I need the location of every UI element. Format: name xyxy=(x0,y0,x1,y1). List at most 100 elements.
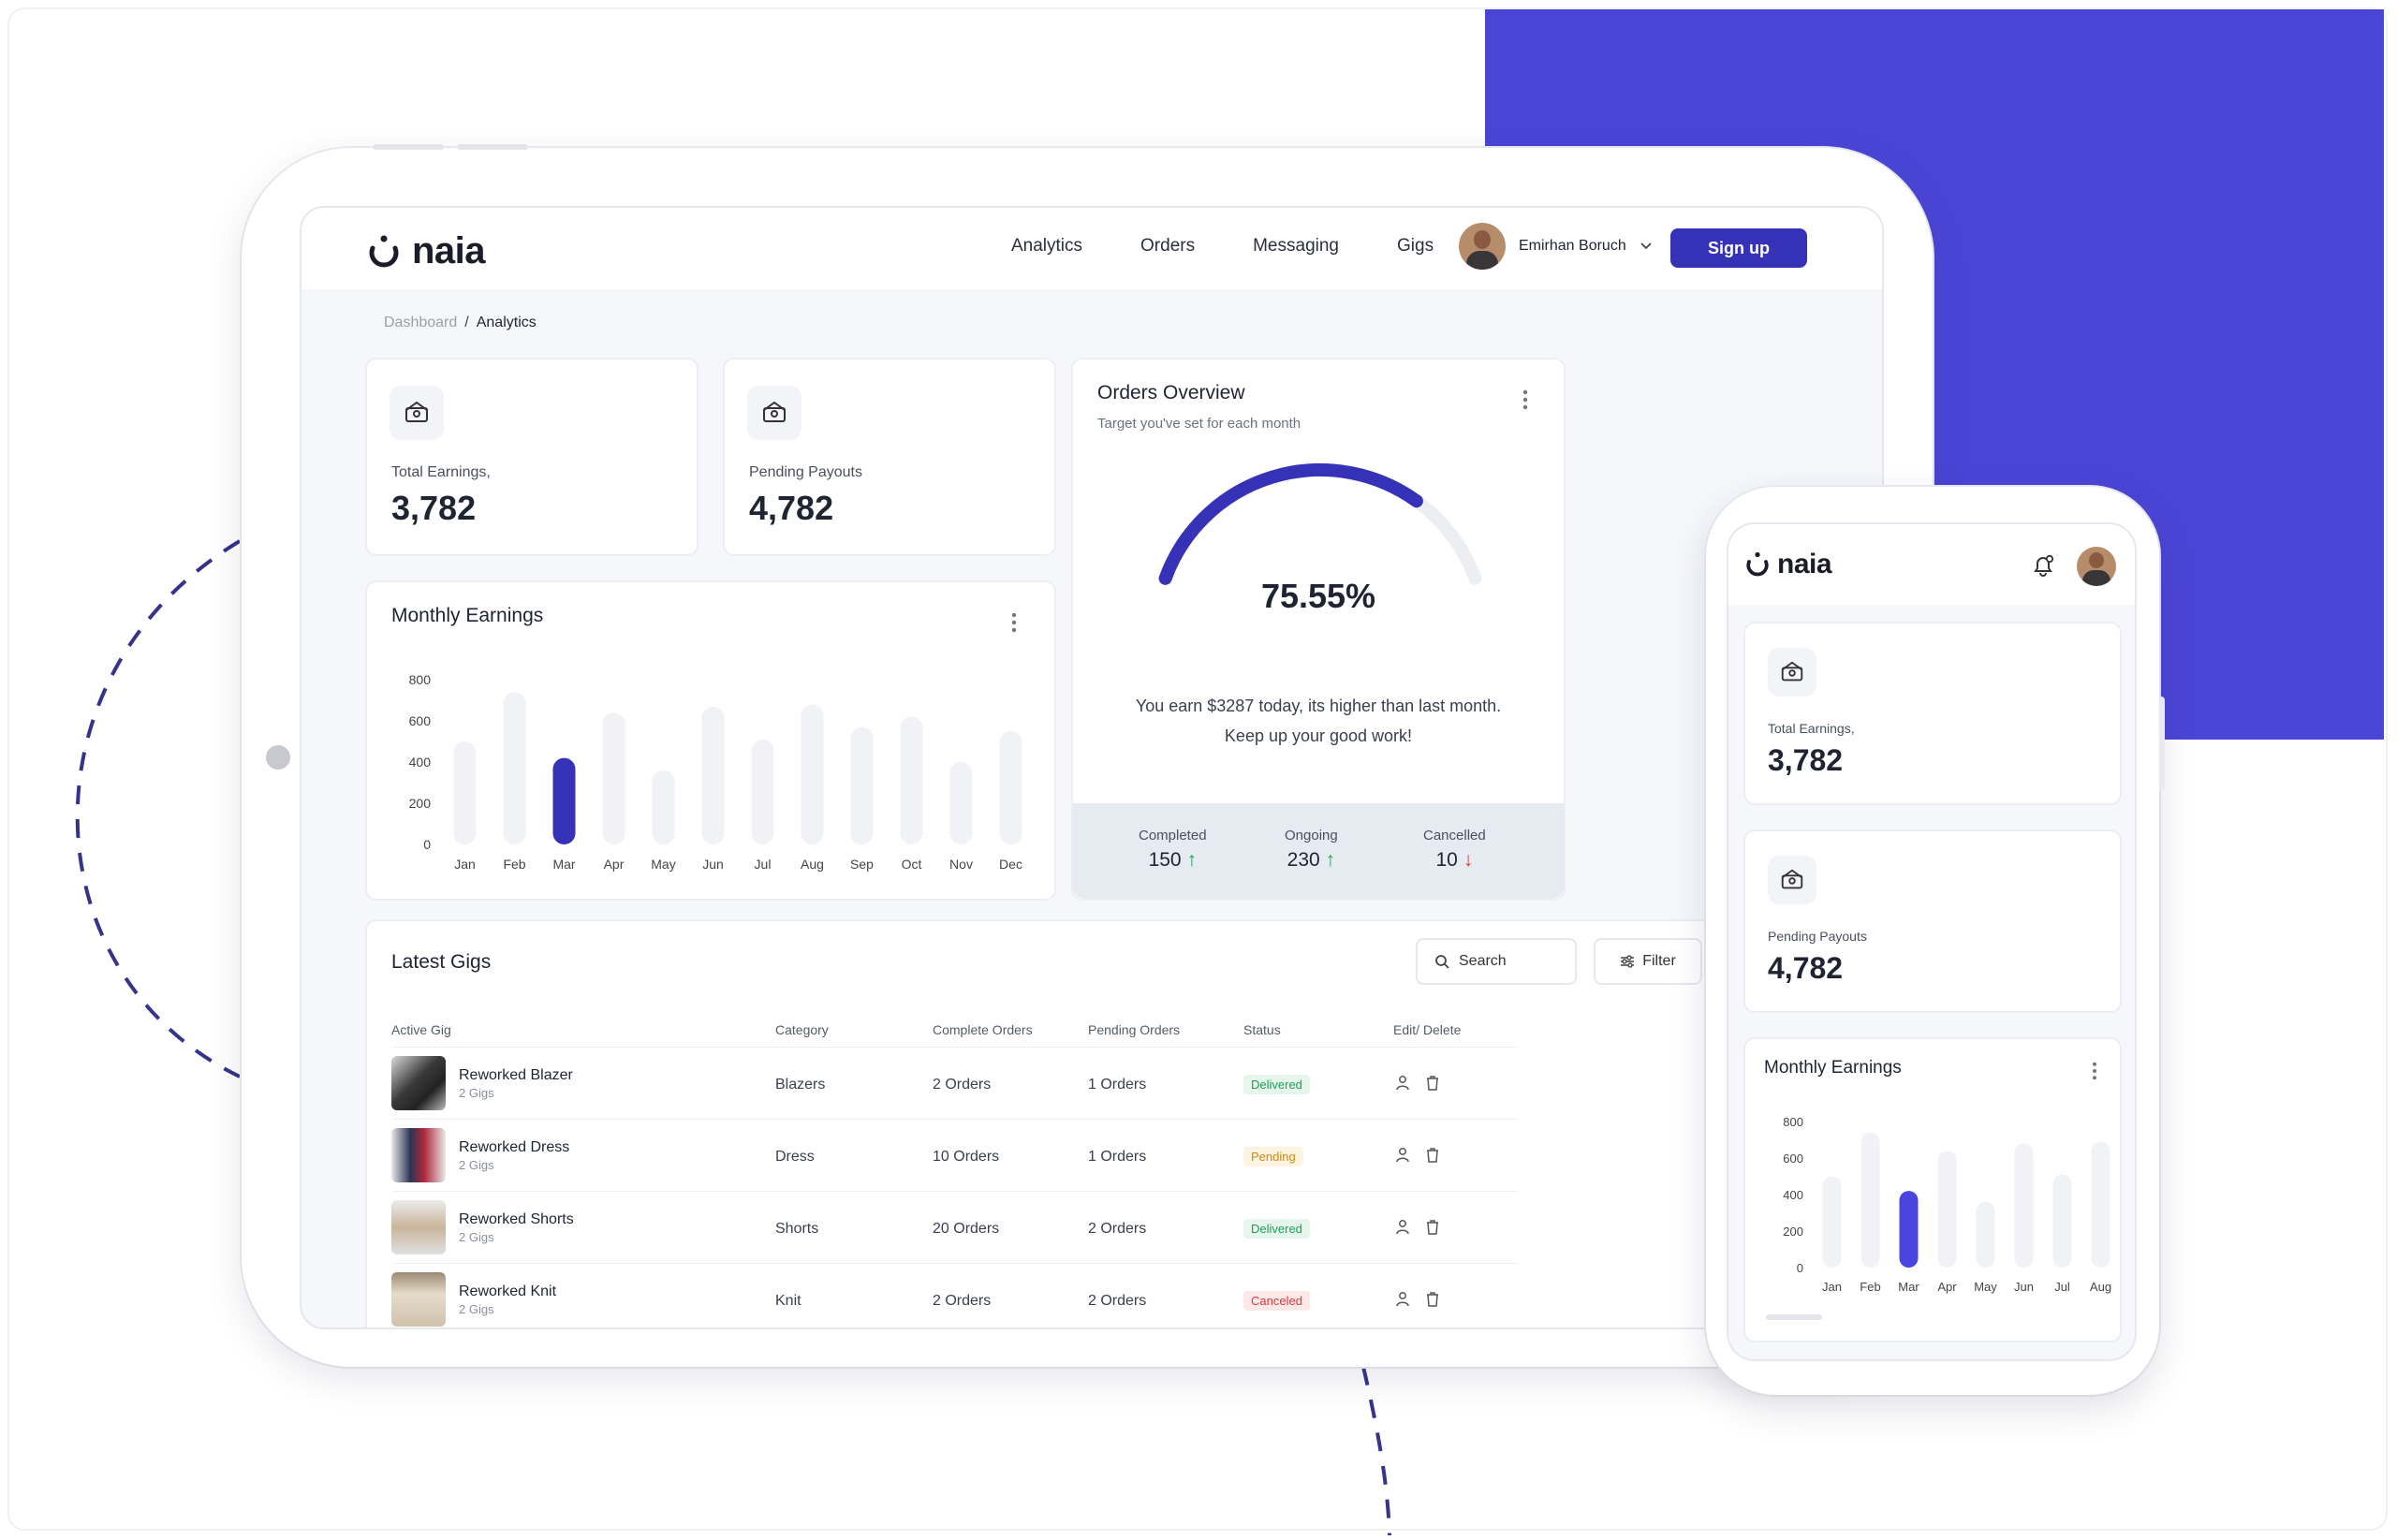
table-row[interactable]: Reworked Blazer 2 Gigs Blazers 2 Orders … xyxy=(367,1047,1519,1119)
orders-gauge xyxy=(1158,462,1482,585)
x-tick-label: Jan xyxy=(1822,1280,1842,1294)
cancelled-label: Cancelled xyxy=(1423,828,1486,843)
trash-icon[interactable] xyxy=(1425,1075,1440,1092)
nav-link-orders[interactable]: Orders xyxy=(1140,236,1196,256)
latest-gigs-title: Latest Gigs xyxy=(391,951,492,973)
page-frame xyxy=(7,7,2388,1531)
trash-icon[interactable] xyxy=(1425,1147,1440,1164)
ongoing-value: 230 xyxy=(1287,849,1320,871)
bell-icon[interactable] xyxy=(2030,552,2056,579)
gig-category: Knit xyxy=(775,1293,801,1309)
search-input[interactable]: Search xyxy=(1416,938,1577,985)
scroll-indicator[interactable] xyxy=(1766,1314,1822,1320)
pending-payouts-card: Pending Payouts 4,782 xyxy=(723,358,1056,556)
bar-jun[interactable] xyxy=(701,706,725,844)
x-tick-label: Apr xyxy=(1937,1280,1957,1294)
column-header-status[interactable]: Status xyxy=(1243,1022,1281,1037)
bar-aug[interactable] xyxy=(801,704,824,844)
tablet-screen: naia Analytics Orders Messaging Gigs Emi… xyxy=(300,206,1884,1329)
bar-nov[interactable] xyxy=(949,762,973,844)
bar-dec[interactable] xyxy=(999,731,1022,844)
bar-jul[interactable] xyxy=(751,739,774,844)
phone-screen: naia Total Earnings, 3,782 Pending Payou… xyxy=(1727,522,2137,1361)
user-edit-icon[interactable] xyxy=(1395,1219,1412,1236)
x-tick-label: Sep xyxy=(850,857,874,872)
gig-thumbnail xyxy=(391,1056,446,1110)
column-header-pending-orders[interactable]: Pending Orders xyxy=(1088,1022,1181,1037)
cancelled-summary: Cancelled 10 ↓ xyxy=(1423,828,1486,872)
nav-link-analytics[interactable]: Analytics xyxy=(1011,236,1083,256)
bar-apr[interactable] xyxy=(1937,1151,1957,1268)
pending-payouts-value: 4,782 xyxy=(1768,951,1844,985)
user-edit-icon[interactable] xyxy=(1395,1075,1412,1092)
nav-link-messaging[interactable]: Messaging xyxy=(1253,236,1339,256)
bar-jun[interactable] xyxy=(2014,1143,2034,1268)
user-edit-icon[interactable] xyxy=(1395,1291,1412,1308)
more-options-icon[interactable] xyxy=(1011,612,1017,633)
more-options-icon[interactable] xyxy=(2092,1062,2097,1080)
pending-payouts-card: Pending Payouts 4,782 xyxy=(1743,829,2122,1013)
gauge-message-line1: You earn $3287 today, its higher than la… xyxy=(1135,697,1502,715)
bar-feb[interactable] xyxy=(1860,1132,1880,1268)
logo[interactable]: naia xyxy=(365,230,486,272)
bar-may[interactable] xyxy=(1976,1201,1995,1268)
x-tick-label: Dec xyxy=(999,857,1022,872)
monthly-earnings-chart: 0 200 400 600 800 Jan Feb Mar Apr May Jun Jul Aug Sep… xyxy=(409,672,1022,872)
pending-payouts-label: Pending Payouts xyxy=(1768,929,1867,944)
wallet-icon xyxy=(1768,856,1816,904)
logo[interactable]: naia xyxy=(1743,549,1832,580)
column-header-edit-delete[interactable]: Edit/ Delete xyxy=(1393,1022,1462,1037)
logo-mark-icon xyxy=(1746,551,1769,577)
user-edit-icon[interactable] xyxy=(1395,1147,1412,1164)
gig-thumbnail xyxy=(391,1128,446,1182)
ongoing-summary: Ongoing 230 ↑ xyxy=(1285,828,1338,872)
bar-aug[interactable] xyxy=(2091,1141,2110,1268)
total-earnings-card: Total Earnings, 3,782 xyxy=(365,358,699,556)
total-earnings-label: Total Earnings, xyxy=(391,464,491,480)
bar-may[interactable] xyxy=(652,770,675,844)
nav-link-gigs[interactable]: Gigs xyxy=(1397,236,1434,256)
x-tick-label: Apr xyxy=(604,857,625,872)
x-tick-label: Jun xyxy=(2014,1280,2034,1294)
gauge-fill xyxy=(1158,462,1423,585)
table-row[interactable]: Reworked Shorts 2 Gigs Shorts 20 Orders … xyxy=(367,1191,1519,1263)
user-menu[interactable]: Emirhan Boruch xyxy=(1459,223,1653,270)
bar-feb[interactable] xyxy=(503,692,526,844)
x-tick-label: Aug xyxy=(801,857,824,872)
bar-jul[interactable] xyxy=(2052,1174,2072,1268)
breadcrumb-dashboard[interactable]: Dashboard xyxy=(384,315,458,330)
bar-mar[interactable] xyxy=(552,757,576,844)
total-earnings-value: 3,782 xyxy=(1768,743,1844,777)
table-row[interactable]: Reworked Knit 2 Gigs Knit 2 Orders 2 Ord… xyxy=(367,1263,1519,1327)
bar-mar[interactable] xyxy=(1899,1191,1919,1268)
gig-pending-orders: 2 Orders xyxy=(1088,1221,1147,1237)
sign-up-button[interactable]: Sign up xyxy=(1670,228,1807,268)
trash-icon[interactable] xyxy=(1425,1219,1440,1236)
filter-label: Filter xyxy=(1642,953,1676,969)
avatar[interactable] xyxy=(2077,547,2116,586)
bar-jan[interactable] xyxy=(453,741,477,844)
wallet-icon xyxy=(1768,648,1816,697)
ongoing-label: Ongoing xyxy=(1285,828,1338,843)
column-header-active-gig[interactable]: Active Gig xyxy=(391,1022,451,1037)
column-header-category[interactable]: Category xyxy=(775,1022,829,1037)
pending-payouts-value: 4,782 xyxy=(749,489,834,527)
more-options-icon[interactable] xyxy=(1522,389,1528,410)
x-tick-label: Feb xyxy=(503,857,525,872)
bar-sep[interactable] xyxy=(850,726,874,844)
table-row[interactable]: Reworked Dress 2 Gigs Dress 10 Orders 1 … xyxy=(367,1119,1519,1191)
y-tick-label: 600 xyxy=(1783,1151,1803,1166)
bar-apr[interactable] xyxy=(602,712,625,844)
bar-oct[interactable] xyxy=(900,716,923,844)
orders-overview-subtitle: Target you've set for each month xyxy=(1097,416,1301,432)
y-tick-label: 800 xyxy=(1783,1115,1803,1129)
phone-button xyxy=(2159,697,2165,790)
trash-icon[interactable] xyxy=(1425,1291,1440,1308)
filter-button[interactable]: Filter xyxy=(1594,938,1702,985)
bar-jan[interactable] xyxy=(1822,1176,1842,1269)
completed-summary: Completed 150 ↑ xyxy=(1139,828,1207,872)
latest-gigs-card: Latest Gigs Search Filter Active Gig Cat… xyxy=(365,919,1742,1327)
total-earnings-value: 3,782 xyxy=(391,489,477,527)
top-navigation: naia Analytics Orders Messaging Gigs Emi… xyxy=(301,208,1882,291)
column-header-complete-orders[interactable]: Complete Orders xyxy=(933,1022,1033,1037)
